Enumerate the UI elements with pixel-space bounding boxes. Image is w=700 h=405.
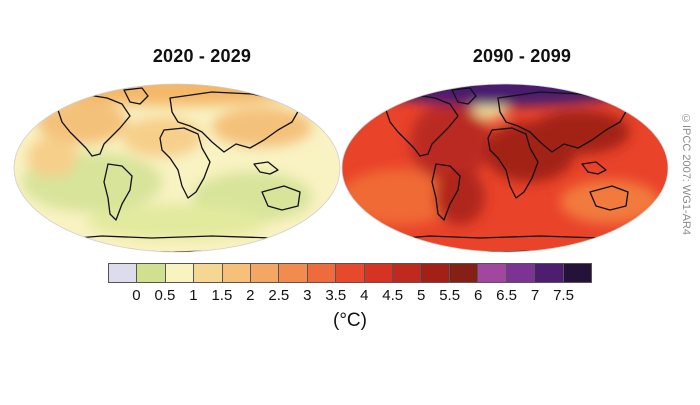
temperature-colorbar	[108, 263, 592, 283]
temperature-region	[342, 169, 460, 225]
temperature-region	[27, 137, 77, 177]
colorbar-swatch	[137, 264, 166, 282]
colorbar-unit-label: (°C)	[333, 310, 367, 331]
colorbar-swatch	[364, 264, 394, 282]
coastline	[159, 127, 211, 199]
colorbar-swatch	[421, 264, 450, 282]
arctic-region	[375, 84, 635, 106]
coastline	[261, 185, 301, 211]
colorbar-tick-label: 5	[417, 287, 426, 304]
map-outline	[341, 83, 669, 253]
temperature-region	[560, 180, 660, 224]
coastline	[57, 93, 131, 157]
coastline	[431, 163, 461, 221]
colorbar-tick-label: 0	[132, 287, 141, 304]
colorbar-tick-label: 5.5	[439, 287, 461, 304]
colorbar-swatch	[251, 264, 280, 282]
coastline	[123, 87, 149, 105]
colorbar-tick-label: 7.5	[553, 287, 574, 304]
colorbar-tick-label: 7	[530, 287, 540, 304]
colorbar-swatch	[563, 264, 591, 282]
temperature-region	[122, 117, 202, 157]
world-map-2090-2099	[341, 83, 669, 253]
colorbar-swatch	[478, 264, 507, 282]
coastline	[385, 93, 459, 157]
panel-title-2090-2099: 2090 - 2099	[472, 46, 572, 66]
colorbar-swatch	[279, 264, 308, 282]
colorbar-swatch	[506, 264, 536, 282]
coastline	[451, 87, 477, 105]
colorbar-tick-label: 4.5	[382, 287, 404, 304]
panel-title-2020-2029: 2020 - 2029	[152, 46, 252, 66]
arctic-region	[47, 84, 307, 106]
world-map-2020-2029	[13, 83, 341, 253]
colorbar-swatch	[336, 264, 365, 282]
colorbar-tick-label: 6	[473, 287, 483, 304]
colorbar-tick-label: 3.5	[325, 287, 347, 304]
coastline	[589, 185, 629, 211]
colorbar-tick-label: 4	[360, 287, 369, 304]
colorbar-tick-label: 2.5	[268, 287, 290, 304]
map-outline	[13, 83, 341, 253]
temperature-region	[410, 102, 490, 182]
colorbar-tick-label: 1	[189, 287, 198, 304]
colorbar-swatch	[307, 264, 337, 282]
temperature-region	[530, 110, 630, 154]
colorbar-swatch	[535, 264, 564, 282]
coastline	[103, 163, 133, 221]
colorbar-swatch	[393, 264, 422, 282]
colorbar-tick-label: 6.5	[496, 287, 518, 304]
colorbar-tick-label: 2	[246, 287, 255, 304]
coastline	[253, 161, 279, 175]
colorbar-tick-label: 3	[303, 287, 312, 304]
colorbar-swatch	[449, 264, 479, 282]
temperature-region	[212, 107, 312, 147]
colorbar-swatch	[109, 264, 138, 282]
temperature-region	[37, 100, 127, 144]
coastline	[487, 127, 539, 199]
colorbar-swatch	[222, 264, 252, 282]
colorbar-tick-labels: 0 0.5 1 1.5 2 2.5 3 3.5 4 4.5 5 5.5 6 6.5 7 7.5	[108, 287, 592, 305]
colorbar-swatch	[165, 264, 195, 282]
colorbar-swatch	[194, 264, 223, 282]
temperature-region	[87, 204, 267, 240]
copyright-credit: ©IPCC 2007: WG1-AR4	[680, 113, 692, 236]
colorbar-tick-label: 1.5	[211, 287, 233, 304]
coastline	[581, 161, 607, 175]
colorbar-tick-label: 0.5	[154, 287, 176, 304]
